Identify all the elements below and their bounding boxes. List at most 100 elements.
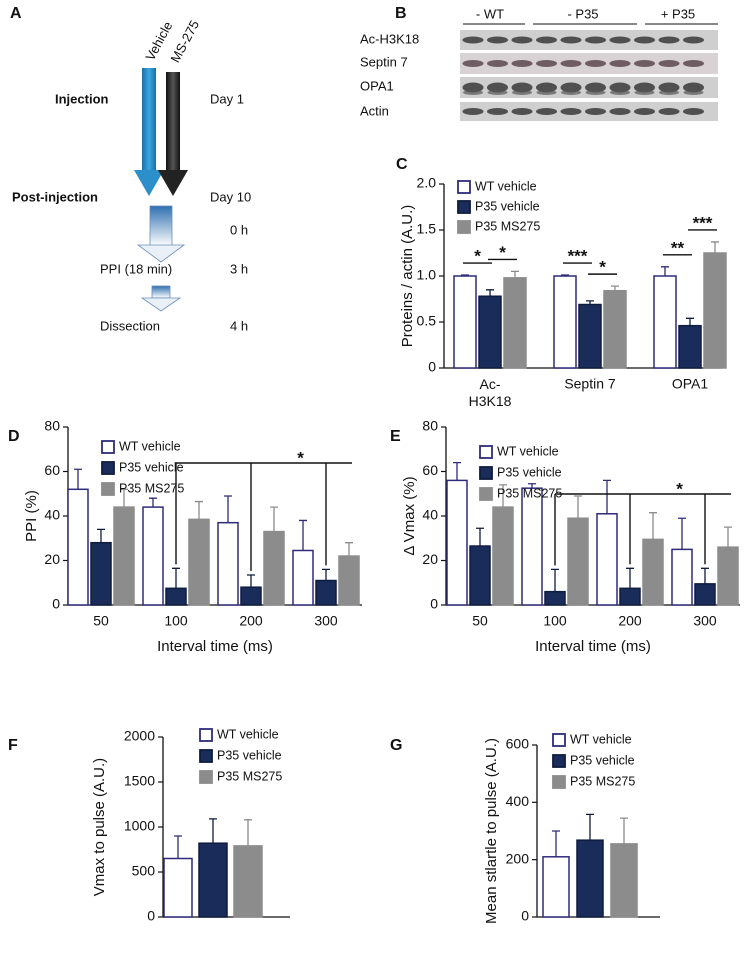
blot-band: [462, 60, 484, 67]
protein-label: Ac-H3K18: [360, 31, 419, 46]
error-bar: [574, 495, 582, 519]
panel-label: E: [390, 428, 401, 445]
y-tick-label: 80: [422, 418, 438, 434]
legend-swatch: [199, 728, 213, 742]
y-tick-label: 60: [422, 462, 438, 478]
legend-label: P35 vehicle: [217, 748, 282, 762]
blot-band: [511, 60, 533, 67]
bar: [338, 555, 360, 606]
legend-swatch: [199, 749, 213, 763]
blot-band: [634, 82, 655, 93]
blot-band: [683, 108, 704, 115]
error-bar: [299, 519, 307, 551]
bar: [576, 839, 604, 918]
blot-band: [536, 60, 557, 67]
bar: [544, 590, 566, 606]
y-tick-label: 200: [506, 850, 530, 866]
blot-band: [487, 60, 508, 67]
arrow: [142, 68, 156, 172]
blot-band: [511, 36, 533, 44]
bar-chart: E 0 20 40 60 80 Δ Vmax (%) Interval time (ms) 50…: [390, 418, 740, 655]
y-axis-label: Δ Vmax (%): [401, 476, 418, 555]
y-tick-label: 60: [44, 462, 60, 478]
blot-band: [609, 36, 631, 44]
protein-label: Actin: [360, 103, 389, 118]
error-bar: [499, 484, 507, 508]
legend-swatch: [479, 466, 493, 480]
legend-swatch: [552, 775, 566, 789]
legend-label: P35 vehicle: [497, 465, 562, 479]
bar: [553, 275, 577, 369]
significance-label: *: [474, 247, 481, 266]
error-bar: [724, 526, 732, 548]
error-bar: [247, 574, 255, 588]
significance-label: *: [676, 479, 683, 498]
bar: [717, 546, 739, 606]
error-bar: [149, 497, 157, 508]
legend-label: P35 MS275: [497, 486, 562, 500]
y-tick-label: 80: [44, 418, 60, 434]
y-tick-label: 20: [44, 551, 60, 567]
bar-chart: D 0 20 40 60 80 PPI (%) Interval time (ms) 50 100…: [8, 418, 362, 655]
error-bar: [551, 568, 559, 592]
error-bar: [195, 500, 203, 520]
bar: [217, 521, 239, 606]
legend-swatch: [552, 733, 566, 747]
error-bar: [476, 527, 484, 547]
x-tick-label: 200: [239, 613, 263, 629]
blot-band: [634, 90, 655, 95]
error-bar: [486, 289, 494, 297]
y-tick-label: 0: [147, 908, 155, 924]
error-bar: [172, 567, 180, 589]
blot-band: [683, 60, 704, 67]
blot-band: [487, 82, 508, 93]
blot-band: [634, 60, 655, 67]
bar-chart: F 0 500 1000 1500 2000 Vmax to pulse (A.U.) WT …: [8, 727, 290, 924]
legend-swatch: [199, 770, 213, 784]
error-bar: [661, 266, 669, 276]
protein-label: Septin 7: [360, 54, 408, 69]
blot-band: [610, 90, 630, 95]
event-time: Day 1: [210, 91, 244, 106]
panel-label: A: [10, 5, 22, 22]
bar: [578, 303, 602, 369]
event-time: Day 10: [210, 189, 251, 204]
arrow: [149, 205, 173, 247]
bar: [240, 586, 262, 606]
arrow-head: [140, 297, 182, 312]
x-tick-label: 200: [618, 613, 642, 629]
x-tick-label: Ac-H3K18: [469, 376, 512, 409]
bar: [603, 289, 627, 369]
legend-swatch: [479, 487, 493, 501]
blot-band: [560, 108, 582, 115]
blot-band: [609, 60, 631, 67]
error-bar: [120, 488, 128, 508]
blot-band: [511, 82, 533, 93]
legend-label: WT vehicle: [570, 732, 632, 746]
x-axis-label: Interval time (ms): [157, 638, 273, 655]
error-bar: [244, 819, 252, 846]
timeline-diagram: A Vehicle MS-275 Injection Day 1 Post-in…: [10, 5, 251, 333]
blot-band: [585, 36, 606, 44]
blot-band: [585, 82, 606, 93]
error-bar: [711, 241, 719, 253]
x-tick-label: Septin 7: [564, 376, 616, 392]
bar: [90, 541, 112, 606]
error-bar: [701, 567, 709, 584]
error-bar: [528, 483, 536, 489]
legend-label: WT vehicle: [217, 727, 279, 741]
error-bar: [611, 285, 619, 291]
significance-label: ***: [568, 247, 588, 266]
error-bar: [686, 317, 694, 326]
x-tick-label: 300: [314, 613, 338, 629]
panel-label: C: [396, 156, 408, 173]
error-bar: [74, 468, 82, 490]
blot-band: [511, 108, 533, 115]
bar: [163, 857, 193, 918]
event-name: PPI (18 min): [100, 261, 172, 276]
lane-group: - WT: [476, 6, 504, 21]
y-tick-label: 40: [422, 507, 438, 523]
